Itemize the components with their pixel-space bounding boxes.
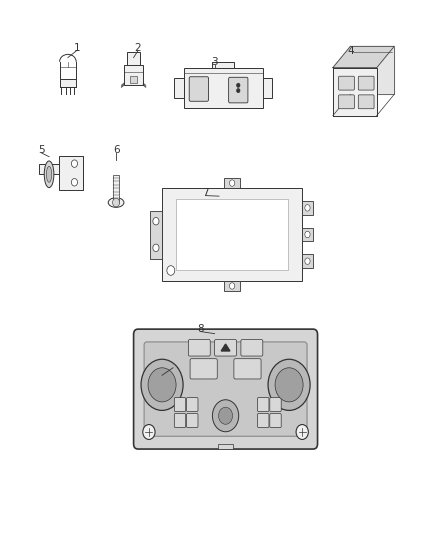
FancyBboxPatch shape bbox=[241, 340, 263, 356]
Circle shape bbox=[212, 400, 239, 432]
Bar bbox=[302, 228, 313, 241]
Text: 8: 8 bbox=[197, 324, 204, 334]
Bar bbox=[224, 178, 240, 188]
FancyBboxPatch shape bbox=[190, 359, 217, 379]
Bar bbox=[302, 254, 313, 268]
Text: 3: 3 bbox=[211, 58, 218, 67]
Ellipse shape bbox=[46, 166, 52, 182]
Bar bbox=[113, 175, 119, 203]
Bar bbox=[218, 443, 233, 449]
Bar bbox=[39, 164, 59, 174]
FancyBboxPatch shape bbox=[187, 414, 198, 427]
Bar bbox=[130, 76, 137, 83]
Circle shape bbox=[153, 244, 159, 252]
Bar bbox=[184, 68, 263, 108]
Text: 2: 2 bbox=[134, 43, 141, 53]
Polygon shape bbox=[333, 46, 394, 68]
Circle shape bbox=[305, 258, 310, 264]
FancyBboxPatch shape bbox=[127, 52, 140, 65]
Text: 4: 4 bbox=[347, 46, 354, 55]
FancyBboxPatch shape bbox=[258, 398, 269, 411]
FancyBboxPatch shape bbox=[189, 77, 208, 101]
FancyBboxPatch shape bbox=[134, 329, 318, 449]
Circle shape bbox=[71, 179, 78, 186]
FancyBboxPatch shape bbox=[144, 342, 307, 436]
Bar bbox=[176, 199, 288, 271]
FancyBboxPatch shape bbox=[270, 414, 281, 427]
Circle shape bbox=[305, 205, 310, 211]
FancyBboxPatch shape bbox=[124, 65, 143, 85]
Text: 7: 7 bbox=[202, 188, 209, 198]
Bar bbox=[162, 188, 302, 281]
Bar bbox=[60, 79, 76, 87]
Bar bbox=[174, 78, 184, 98]
FancyBboxPatch shape bbox=[258, 414, 269, 427]
Text: 1: 1 bbox=[73, 43, 80, 53]
Bar bbox=[224, 281, 240, 291]
Bar bbox=[150, 211, 162, 259]
Circle shape bbox=[237, 88, 240, 93]
Circle shape bbox=[71, 160, 78, 167]
Circle shape bbox=[219, 407, 233, 424]
Ellipse shape bbox=[108, 198, 124, 207]
FancyBboxPatch shape bbox=[229, 77, 248, 103]
FancyBboxPatch shape bbox=[188, 340, 210, 356]
Circle shape bbox=[153, 217, 159, 225]
Text: 5: 5 bbox=[38, 146, 45, 155]
Circle shape bbox=[167, 265, 175, 276]
Bar bbox=[302, 201, 313, 215]
FancyBboxPatch shape bbox=[234, 359, 261, 379]
Circle shape bbox=[275, 368, 303, 402]
Circle shape bbox=[143, 424, 155, 439]
FancyBboxPatch shape bbox=[215, 340, 237, 356]
Circle shape bbox=[113, 198, 120, 207]
Bar bbox=[263, 78, 272, 98]
Ellipse shape bbox=[44, 161, 54, 188]
Bar bbox=[212, 62, 234, 68]
FancyBboxPatch shape bbox=[174, 414, 186, 427]
Circle shape bbox=[230, 282, 235, 289]
FancyBboxPatch shape bbox=[339, 76, 354, 90]
Circle shape bbox=[230, 180, 235, 186]
Circle shape bbox=[148, 368, 176, 402]
FancyBboxPatch shape bbox=[358, 76, 374, 90]
FancyBboxPatch shape bbox=[358, 95, 374, 109]
FancyBboxPatch shape bbox=[270, 398, 281, 411]
FancyBboxPatch shape bbox=[187, 398, 198, 411]
Polygon shape bbox=[350, 46, 394, 94]
Polygon shape bbox=[221, 344, 230, 351]
Circle shape bbox=[268, 359, 310, 410]
Bar bbox=[59, 156, 83, 190]
Text: 6: 6 bbox=[113, 146, 120, 155]
FancyBboxPatch shape bbox=[174, 398, 186, 411]
Circle shape bbox=[305, 231, 310, 238]
Circle shape bbox=[237, 83, 240, 87]
FancyBboxPatch shape bbox=[339, 95, 354, 109]
Circle shape bbox=[296, 424, 308, 439]
Polygon shape bbox=[333, 68, 377, 116]
Circle shape bbox=[141, 359, 183, 410]
